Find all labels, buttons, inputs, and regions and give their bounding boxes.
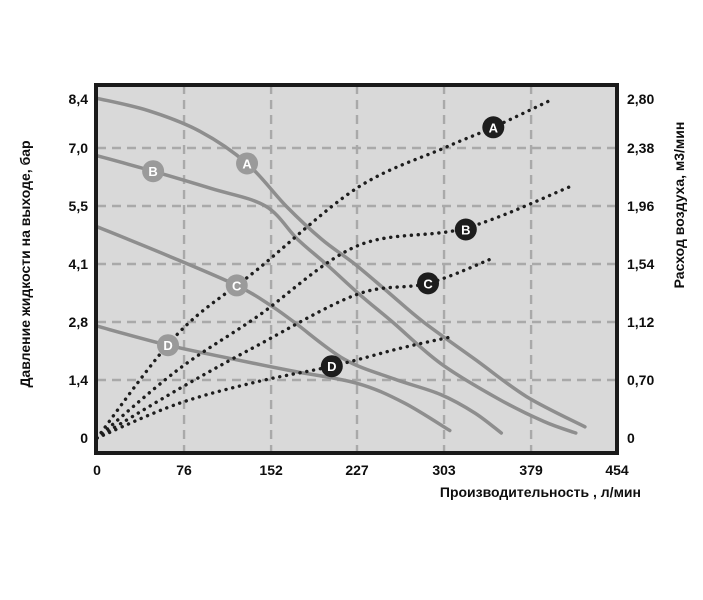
x-tick-label: 227 bbox=[345, 462, 369, 478]
x-tick-label: 0 bbox=[93, 462, 101, 478]
air-label-D-circle bbox=[320, 355, 343, 378]
pressure-curve-A bbox=[97, 96, 587, 429]
y-left-tick-label: 2,8 bbox=[69, 314, 89, 330]
pressure-label-A-circle bbox=[236, 152, 259, 175]
y-right-tick-label: 2,38 bbox=[627, 140, 654, 156]
pressure-label-A-letter: A bbox=[242, 156, 252, 171]
pressure-label-C-circle bbox=[225, 274, 248, 297]
x-tick-label: 76 bbox=[176, 462, 192, 478]
air-label-A-circle bbox=[482, 116, 505, 139]
pressure-curve-C bbox=[97, 224, 504, 435]
plot-frame bbox=[94, 83, 619, 455]
y-right-tick-label: 2,80 bbox=[627, 91, 654, 107]
y-left-tick-label: 7,0 bbox=[69, 140, 89, 156]
y-right-tick-label: 1,12 bbox=[627, 314, 654, 330]
air-label-A-letter: A bbox=[489, 120, 499, 135]
x-tick-label: 152 bbox=[259, 462, 283, 478]
air-label-B-circle bbox=[454, 218, 477, 241]
pressure-curve-B bbox=[97, 153, 578, 435]
y-left-tick-label: 4,1 bbox=[69, 256, 89, 272]
y-left-tick-label: 1,4 bbox=[69, 372, 89, 388]
y-right-tick-label: 1,54 bbox=[627, 256, 654, 272]
y-left-tick-label: 0 bbox=[80, 430, 88, 446]
y-right-tick-label: 0 bbox=[627, 430, 635, 446]
x-tick-label: 454 bbox=[605, 462, 629, 478]
air-label-D-letter: D bbox=[327, 359, 336, 374]
curve-labels: A B C D A B C D bbox=[142, 116, 505, 378]
air-curve-D bbox=[97, 335, 452, 440]
x-tick-label: 379 bbox=[519, 462, 543, 478]
y-right-tick-label: 0,70 bbox=[627, 372, 654, 388]
pressure-label-B-circle bbox=[142, 160, 165, 183]
air-label-C-letter: C bbox=[423, 276, 433, 291]
air-curve-B bbox=[97, 185, 572, 440]
air-label-B-letter: B bbox=[461, 222, 470, 237]
pressure-label-C-letter: C bbox=[232, 278, 242, 293]
plot-border bbox=[94, 83, 619, 455]
x-axis-title: Производительность , л/мин bbox=[440, 484, 641, 500]
y-left-tick-label: 8,4 bbox=[69, 91, 89, 107]
pressure-label-D-letter: D bbox=[163, 338, 172, 353]
pressure-label-D-circle bbox=[157, 334, 180, 357]
pressure-label-B-letter: B bbox=[148, 164, 157, 179]
y-axis-right-title: Расход воздуха, м3/мин bbox=[671, 122, 687, 289]
air-label-C-circle bbox=[417, 272, 440, 295]
y-axis-left-title: Давление жидкости на выходе, бар bbox=[17, 140, 33, 387]
y-left-tick-label: 5,5 bbox=[69, 198, 89, 214]
axis-tick-labels: 0 1,4 2,8 4,1 5,5 7,0 8,4 0 0,70 1,12 1,54 1,96 2,38… bbox=[69, 91, 655, 478]
y-right-tick-label: 1,96 bbox=[627, 198, 654, 214]
x-tick-label: 303 bbox=[432, 462, 456, 478]
